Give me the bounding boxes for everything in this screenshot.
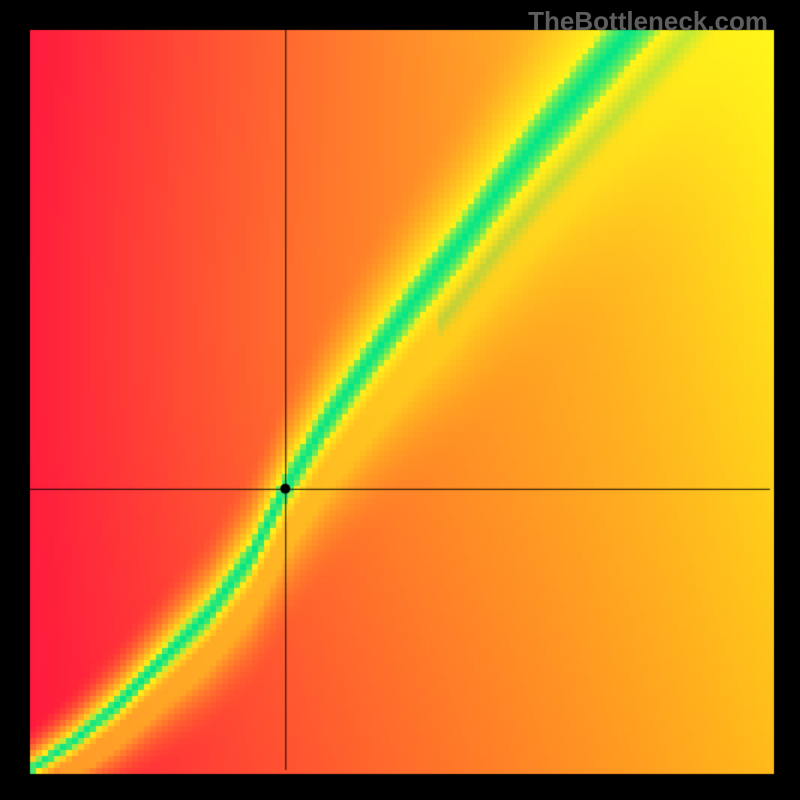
watermark: TheBottleneck.com <box>528 6 768 37</box>
bottleneck-heatmap <box>0 0 800 800</box>
chart-container: TheBottleneck.com <box>0 0 800 800</box>
